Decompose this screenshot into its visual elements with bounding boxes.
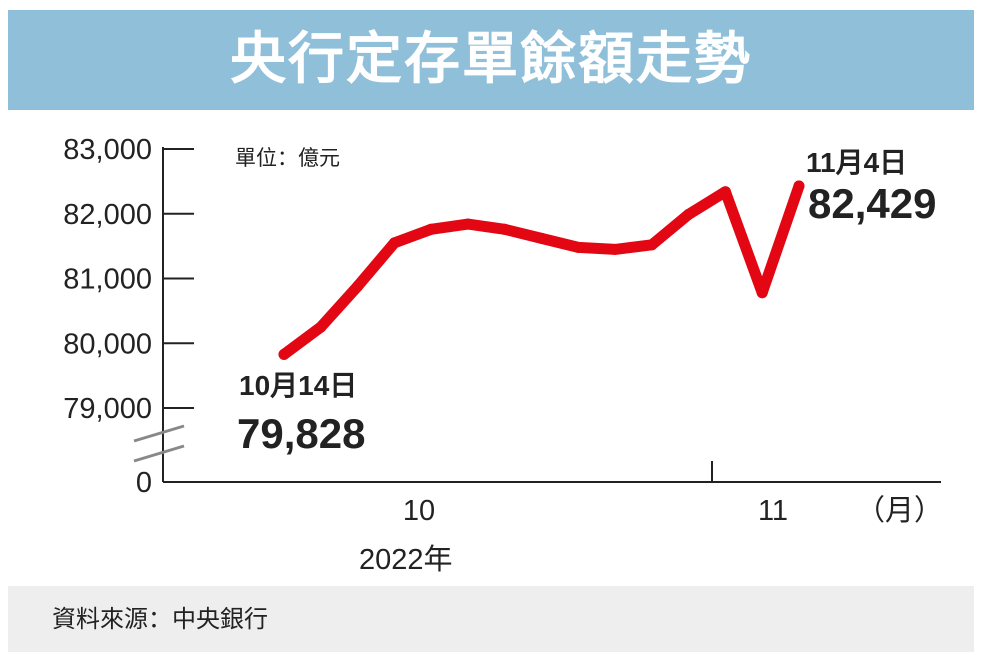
axis-break-mark — [133, 444, 185, 463]
data-point — [793, 180, 805, 192]
chart-card: 央行定存單餘額走勢 83,000 82,000 81,000 80,000 79,000… — [8, 10, 974, 652]
data-point — [646, 239, 658, 251]
y-tick-label: 83,000 — [63, 134, 152, 166]
chart-plot: 83,000 82,000 81,000 80,000 79,000 0 10 11 單位：… — [63, 134, 943, 576]
data-point — [572, 241, 584, 253]
data-point — [315, 321, 327, 333]
x-tick-label: 11 — [758, 495, 788, 527]
y-tick-label: 80,000 — [63, 328, 152, 360]
data-point — [462, 218, 474, 230]
chart-title: 央行定存單餘額走勢 — [230, 27, 752, 92]
start-annotation-date: 10月14日 — [239, 370, 357, 401]
data-point — [388, 237, 400, 249]
data-point — [499, 223, 511, 235]
y-tick-label: 82,000 — [63, 199, 152, 231]
data-point — [719, 186, 731, 198]
title-bar: 央行定存單餘額走勢 — [8, 10, 974, 110]
y-tick-label: 79,000 — [63, 393, 152, 425]
data-point — [683, 208, 695, 220]
x-tick-label: 10 — [403, 495, 435, 527]
source-note: 資料來源：中央銀行 — [52, 605, 268, 633]
data-point — [278, 348, 290, 360]
year-label: 2022年 — [359, 543, 453, 576]
data-point — [756, 287, 768, 299]
data-point — [609, 243, 621, 255]
y-tick-label: 81,000 — [63, 264, 152, 296]
end-annotation-value: 82,429 — [808, 180, 936, 227]
unit-label: 單位：億元 — [235, 146, 340, 170]
data-point — [352, 280, 364, 292]
data-point — [536, 232, 547, 244]
data-point — [425, 223, 437, 235]
axis-break-mark — [133, 424, 185, 443]
series-line — [278, 180, 805, 360]
start-annotation-value: 79,828 — [237, 410, 365, 457]
footer: 資料來源：中央銀行 — [8, 586, 974, 652]
x-unit-label: （月） — [856, 495, 943, 527]
y-tick-label: 0 — [136, 467, 152, 499]
end-annotation-date: 11月4日 — [806, 147, 907, 178]
